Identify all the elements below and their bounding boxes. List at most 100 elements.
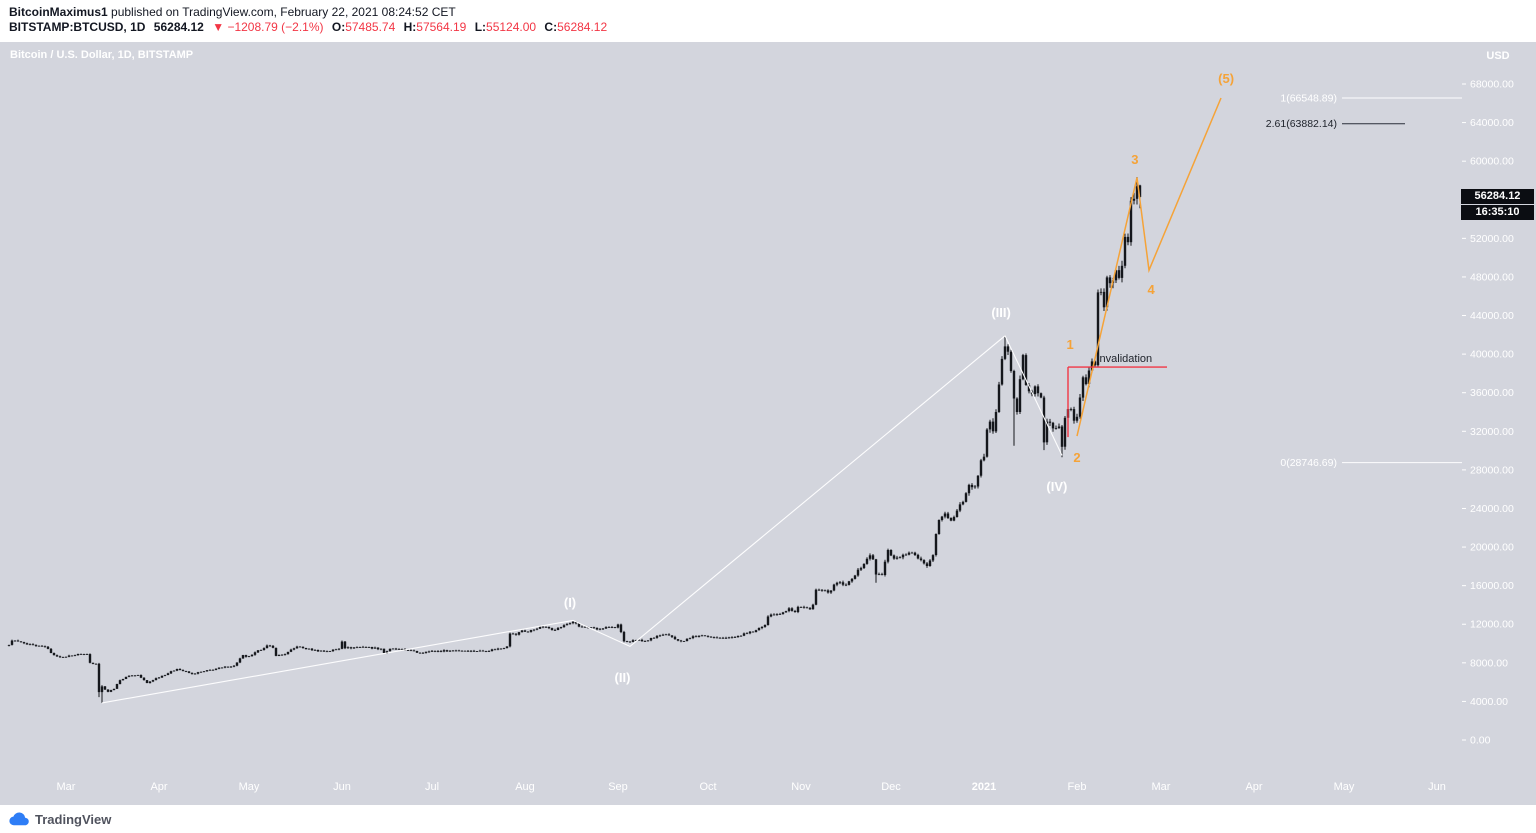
- candle-body: [883, 561, 887, 575]
- chart-area[interactable]: Invalidation 1(66548.89) 2.61(63882.14) 0(2…: [0, 42, 1536, 805]
- price-change: −1208.79 (−2.1%): [227, 20, 324, 34]
- candle-body: [994, 412, 998, 432]
- candle-body: [739, 635, 743, 637]
- chart-canvas[interactable]: Invalidation 1(66548.89) 2.61(63882.14) 0(2…: [0, 42, 1536, 805]
- wave-label[interactable]: (I): [564, 595, 576, 610]
- candle-body: [838, 582, 842, 584]
- candle-body: [535, 628, 539, 630]
- candle-body: [571, 621, 575, 624]
- candle-body: [55, 655, 59, 657]
- candle-body: [721, 637, 725, 639]
- tradingview-logo-icon[interactable]: [8, 811, 30, 827]
- candle-body: [550, 628, 554, 630]
- candle-body: [1033, 386, 1037, 395]
- fib-level-label[interactable]: 0(28746.69): [1280, 457, 1337, 469]
- candle-body: [337, 648, 341, 650]
- invalidation-label[interactable]: Invalidation: [1097, 353, 1153, 365]
- candle-body: [1123, 236, 1127, 266]
- candle-body: [625, 641, 629, 642]
- elliott-wave-line-white[interactable]: [101, 334, 1063, 704]
- candle-body: [709, 636, 713, 638]
- candle-body: [997, 384, 1001, 412]
- candle-body: [628, 641, 632, 643]
- fib-level-label[interactable]: 2.61(63882.14): [1266, 118, 1337, 130]
- publish-info-line: BitcoinMaximus1 published on TradingView…: [9, 5, 1536, 20]
- candle-body: [919, 558, 923, 561]
- candle-body: [943, 513, 947, 517]
- candle-body: [283, 654, 287, 655]
- wave-label[interactable]: (II): [615, 670, 631, 685]
- candle-body: [40, 645, 44, 647]
- price-tick-label: 40000.00: [1470, 349, 1514, 361]
- candle-body: [676, 639, 680, 641]
- wave-label[interactable]: 2: [1073, 450, 1080, 465]
- candle-body: [277, 654, 281, 656]
- candle-body: [1072, 409, 1076, 421]
- price-tick-label: 12000.00: [1470, 619, 1514, 631]
- candle-body: [19, 641, 23, 643]
- candle-body: [82, 654, 86, 655]
- candle-body: [184, 671, 188, 672]
- candle-body: [829, 590, 833, 593]
- high-label: H:: [403, 20, 417, 34]
- candle-body: [529, 630, 533, 632]
- wave-label[interactable]: (III): [991, 305, 1011, 320]
- candle-body: [757, 628, 761, 631]
- candle-body: [445, 650, 449, 652]
- candle-body: [118, 680, 122, 685]
- fib-level-label[interactable]: 1(66548.89): [1280, 92, 1337, 104]
- candle-body: [373, 647, 377, 649]
- time-tick-label: Feb: [1068, 781, 1087, 793]
- candle-body: [1018, 379, 1022, 412]
- candle-body: [748, 631, 752, 634]
- candle-body: [832, 584, 836, 591]
- time-tick-label: Mar: [57, 781, 76, 793]
- candle-body: [142, 677, 146, 681]
- chart-legend-title[interactable]: Bitcoin / U.S. Dollar, 1D, BITSTAMP: [10, 49, 194, 61]
- candle-body: [319, 650, 323, 652]
- candle-body: [328, 651, 332, 652]
- candle-body: [241, 655, 245, 659]
- symbol-title[interactable]: BITSTAMP:BTCUSD, 1D: [9, 20, 146, 34]
- candle-body: [667, 634, 671, 636]
- candle-body: [250, 654, 254, 657]
- candle-body: [229, 666, 233, 668]
- candle-body: [619, 624, 623, 632]
- candle-body: [160, 675, 164, 678]
- candle-body: [301, 646, 305, 648]
- candle-body: [412, 650, 416, 652]
- candle-body: [460, 650, 464, 652]
- candle-body: [1027, 385, 1031, 392]
- time-tick-label: Aug: [515, 781, 535, 793]
- tradingview-wordmark[interactable]: TradingView: [35, 811, 112, 827]
- candle-body: [256, 650, 260, 653]
- wave-label[interactable]: 4: [1147, 282, 1155, 297]
- candle-body: [538, 626, 542, 629]
- bar-countdown-badge: 16:35:10: [1461, 205, 1534, 220]
- wave-label[interactable]: 3: [1131, 152, 1138, 167]
- candle-body: [244, 655, 248, 657]
- candle-body: [574, 621, 578, 624]
- price-scale[interactable]: [1460, 42, 1536, 772]
- wave-label[interactable]: (5): [1218, 71, 1234, 86]
- time-tick-label: May: [1334, 781, 1355, 793]
- candle-body: [673, 636, 677, 640]
- candle-body: [598, 628, 602, 630]
- candle-body: [640, 639, 644, 642]
- candle-body: [433, 650, 437, 652]
- wave-label[interactable]: (IV): [1046, 479, 1067, 494]
- elliott-wave-line-orange[interactable]: [1076, 97, 1222, 437]
- author-name[interactable]: BitcoinMaximus1: [9, 5, 108, 19]
- candle-body: [94, 663, 98, 665]
- candle-body: [991, 421, 995, 432]
- candle-body: [967, 484, 971, 494]
- candle-body: [700, 635, 704, 637]
- wave-label[interactable]: 1: [1066, 337, 1073, 352]
- candle-body: [760, 626, 764, 628]
- candle-body: [475, 651, 479, 652]
- candle-body: [583, 626, 587, 628]
- time-scale[interactable]: [0, 772, 1460, 805]
- candle-body: [220, 667, 224, 669]
- candle-body: [226, 666, 230, 668]
- price-tick-label: 64000.00: [1470, 117, 1514, 129]
